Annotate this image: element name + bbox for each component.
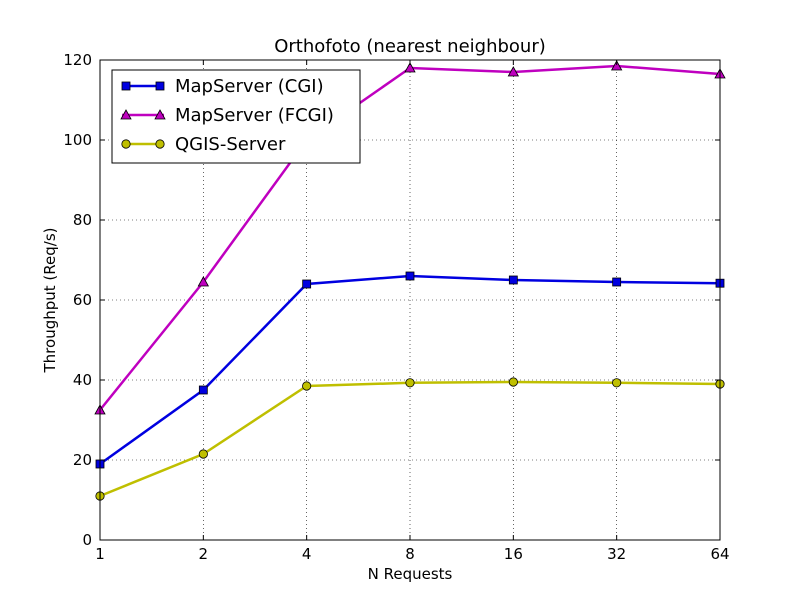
- legend-label: MapServer (FCGI): [175, 105, 334, 126]
- legend-marker: [121, 81, 131, 91]
- data-point: [508, 377, 518, 387]
- data-point: [302, 381, 312, 391]
- legend-entry: QGIS-Server: [121, 134, 286, 155]
- y-axis-label: Throughput (Req/s): [41, 228, 59, 374]
- data-point: [507, 66, 520, 77]
- axis-ticks: 1 2 4 8 16 32 64 0 20 40 60 80 100 120: [63, 51, 729, 563]
- x-tick-label: 2: [199, 545, 209, 563]
- legend-marker: [155, 139, 165, 149]
- x-tick-label: 32: [607, 545, 626, 563]
- series-1: [95, 271, 725, 469]
- x-tick-label: 8: [405, 545, 415, 563]
- data-point: [404, 62, 416, 73]
- y-tick-label: 100: [63, 131, 92, 149]
- data-point: [197, 276, 210, 287]
- x-tick-label: 4: [302, 545, 312, 563]
- legend-entry: MapServer (CGI): [121, 76, 324, 97]
- legend-entry: MapServer (FCGI): [120, 105, 334, 126]
- y-tick-label: 60: [73, 291, 92, 309]
- data-point: [610, 60, 623, 71]
- data-point: [405, 378, 415, 388]
- legend-label: QGIS-Server: [175, 134, 286, 155]
- y-tick-label: 0: [82, 531, 92, 549]
- chart-title: Orthofoto (nearest neighbour): [274, 36, 546, 57]
- x-tick-label: 1: [95, 545, 105, 563]
- data-point: [198, 385, 208, 395]
- x-tick-label: 64: [710, 545, 729, 563]
- data-point: [508, 275, 518, 285]
- y-tick-label: 120: [63, 51, 92, 69]
- x-tick-label: 16: [504, 545, 523, 563]
- y-tick-label: 40: [73, 371, 92, 389]
- legend: MapServer (CGI) MapServer (FCGI) QGIS-Serv…: [111, 69, 361, 164]
- data-point: [612, 378, 622, 388]
- y-tick-label: 80: [73, 211, 92, 229]
- x-axis-label: N Requests: [368, 565, 453, 583]
- y-tick-label: 20: [73, 451, 92, 469]
- legend-marker: [121, 139, 131, 149]
- series-line: [99, 380, 721, 498]
- data-point: [198, 449, 208, 459]
- legend-label: MapServer (CGI): [175, 76, 324, 97]
- legend-marker: [154, 109, 166, 120]
- data-point: [405, 271, 415, 281]
- data-point: [612, 277, 622, 287]
- legend-marker: [120, 109, 132, 120]
- data-point: [302, 279, 312, 289]
- legend-marker: [155, 81, 165, 91]
